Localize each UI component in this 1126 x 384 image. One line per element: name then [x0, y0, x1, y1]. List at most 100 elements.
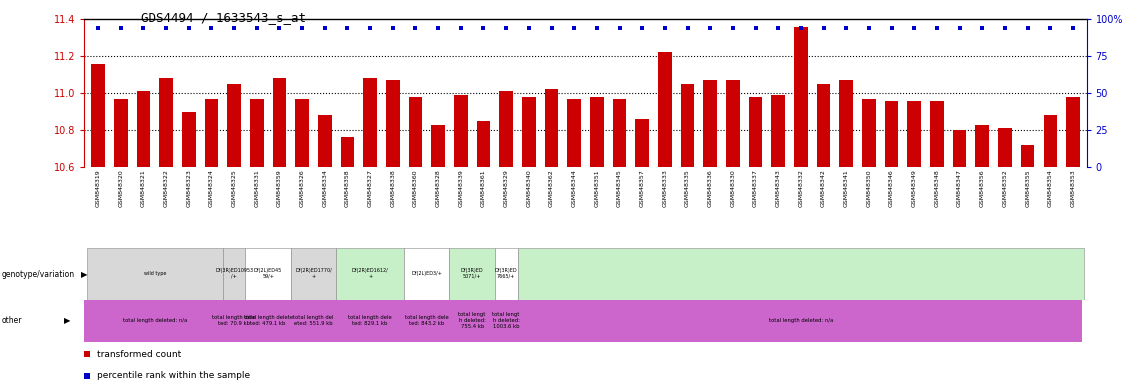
Bar: [908, 101, 921, 167]
Text: GSM848330: GSM848330: [731, 169, 735, 207]
Bar: [749, 97, 762, 167]
Text: GSM848337: GSM848337: [753, 169, 758, 207]
Text: GSM848350: GSM848350: [866, 169, 872, 207]
Text: GSM848349: GSM848349: [912, 169, 917, 207]
Bar: [250, 99, 263, 167]
Text: GSM848358: GSM848358: [345, 169, 350, 207]
Text: GSM848344: GSM848344: [572, 169, 577, 207]
Text: GSM848360: GSM848360: [413, 169, 418, 207]
Text: GSM848334: GSM848334: [322, 169, 328, 207]
Bar: [794, 26, 807, 167]
Text: Df(3R)ED
5071/+: Df(3R)ED 5071/+: [461, 268, 483, 279]
Text: Df(2R)ED1770/
+: Df(2R)ED1770/ +: [295, 268, 332, 279]
Bar: [318, 115, 331, 167]
Text: GSM848355: GSM848355: [1025, 169, 1030, 207]
Text: Df(2R)ED1612/
+: Df(2R)ED1612/ +: [351, 268, 388, 279]
Text: GSM848323: GSM848323: [186, 169, 191, 207]
Text: total length deleted: n/a: total length deleted: n/a: [769, 318, 833, 323]
Bar: [1066, 97, 1080, 167]
Text: GSM848343: GSM848343: [776, 169, 780, 207]
Bar: [863, 99, 876, 167]
Text: GSM848331: GSM848331: [254, 169, 259, 207]
Text: GSM848332: GSM848332: [798, 169, 804, 207]
Text: total lengt
h deleted:
1003.6 kb: total lengt h deleted: 1003.6 kb: [492, 312, 520, 329]
Text: total length del
eted: 551.9 kb: total length del eted: 551.9 kb: [293, 315, 333, 326]
Bar: [87, 248, 223, 300]
Bar: [499, 91, 513, 167]
Bar: [386, 80, 400, 167]
Bar: [545, 89, 558, 167]
Text: GSM848346: GSM848346: [890, 169, 894, 207]
Text: total length dele
ted: 829.1 kb: total length dele ted: 829.1 kb: [348, 315, 392, 326]
Text: GSM848320: GSM848320: [118, 169, 123, 207]
Text: GSM848325: GSM848325: [232, 169, 236, 207]
Text: Df(3R)ED10953
/+: Df(3R)ED10953 /+: [215, 268, 253, 279]
Bar: [998, 128, 1012, 167]
Text: transformed count: transformed count: [97, 350, 181, 359]
Bar: [635, 119, 649, 167]
Text: GSM848353: GSM848353: [1071, 169, 1075, 207]
Bar: [295, 99, 309, 167]
Text: GDS4494 / 1633543_s_at: GDS4494 / 1633543_s_at: [141, 12, 306, 25]
Text: GSM848362: GSM848362: [549, 169, 554, 207]
Bar: [975, 124, 989, 167]
Bar: [590, 97, 604, 167]
Bar: [816, 84, 830, 167]
Text: GSM848319: GSM848319: [96, 169, 100, 207]
Text: Df(3R)ED
7665/+: Df(3R)ED 7665/+: [494, 268, 518, 279]
Bar: [159, 78, 173, 167]
Bar: [223, 248, 245, 300]
Bar: [885, 101, 899, 167]
Text: GSM848333: GSM848333: [662, 169, 668, 207]
Bar: [953, 130, 966, 167]
Bar: [337, 248, 404, 300]
Text: ▶: ▶: [64, 316, 71, 325]
Bar: [245, 248, 291, 300]
Bar: [658, 53, 672, 167]
Bar: [182, 112, 196, 167]
Text: GSM848342: GSM848342: [821, 169, 826, 207]
Text: GSM848352: GSM848352: [1002, 169, 1008, 207]
Bar: [454, 95, 467, 167]
Bar: [522, 97, 536, 167]
Bar: [205, 99, 218, 167]
Bar: [771, 95, 785, 167]
Bar: [431, 124, 445, 167]
Text: GSM848335: GSM848335: [685, 169, 690, 207]
Bar: [409, 97, 422, 167]
Bar: [114, 99, 127, 167]
Bar: [613, 99, 626, 167]
Text: GSM848357: GSM848357: [640, 169, 645, 207]
Text: other: other: [1, 316, 21, 325]
Text: genotype/variation: genotype/variation: [1, 270, 74, 279]
Bar: [568, 99, 581, 167]
Text: Df(2L)ED3/+: Df(2L)ED3/+: [411, 271, 443, 276]
Text: GSM848324: GSM848324: [209, 169, 214, 207]
Bar: [930, 101, 944, 167]
Text: wild type: wild type: [143, 271, 166, 276]
Text: GSM848327: GSM848327: [367, 169, 373, 207]
Text: GSM848340: GSM848340: [526, 169, 531, 207]
Bar: [227, 84, 241, 167]
Text: total lengt
h deleted:
755.4 kb: total lengt h deleted: 755.4 kb: [458, 312, 485, 329]
Bar: [364, 78, 377, 167]
Text: GSM848328: GSM848328: [436, 169, 440, 207]
Text: percentile rank within the sample: percentile rank within the sample: [97, 371, 250, 380]
Bar: [704, 80, 717, 167]
Text: GSM848339: GSM848339: [458, 169, 463, 207]
Text: GSM848359: GSM848359: [277, 169, 282, 207]
Text: GSM848341: GSM848341: [843, 169, 849, 207]
Bar: [681, 84, 695, 167]
Text: GSM848322: GSM848322: [163, 169, 169, 207]
Text: GSM848354: GSM848354: [1048, 169, 1053, 207]
Text: GSM848321: GSM848321: [141, 169, 146, 207]
Text: GSM848361: GSM848361: [481, 169, 486, 207]
Text: GSM848356: GSM848356: [980, 169, 985, 207]
Bar: [136, 91, 150, 167]
Text: GSM848336: GSM848336: [708, 169, 713, 207]
Text: GSM848351: GSM848351: [595, 169, 599, 207]
Text: GSM848329: GSM848329: [503, 169, 509, 207]
Bar: [272, 78, 286, 167]
Text: total length dele
ted: 843.2 kb: total length dele ted: 843.2 kb: [405, 315, 448, 326]
Text: GSM848326: GSM848326: [300, 169, 305, 207]
